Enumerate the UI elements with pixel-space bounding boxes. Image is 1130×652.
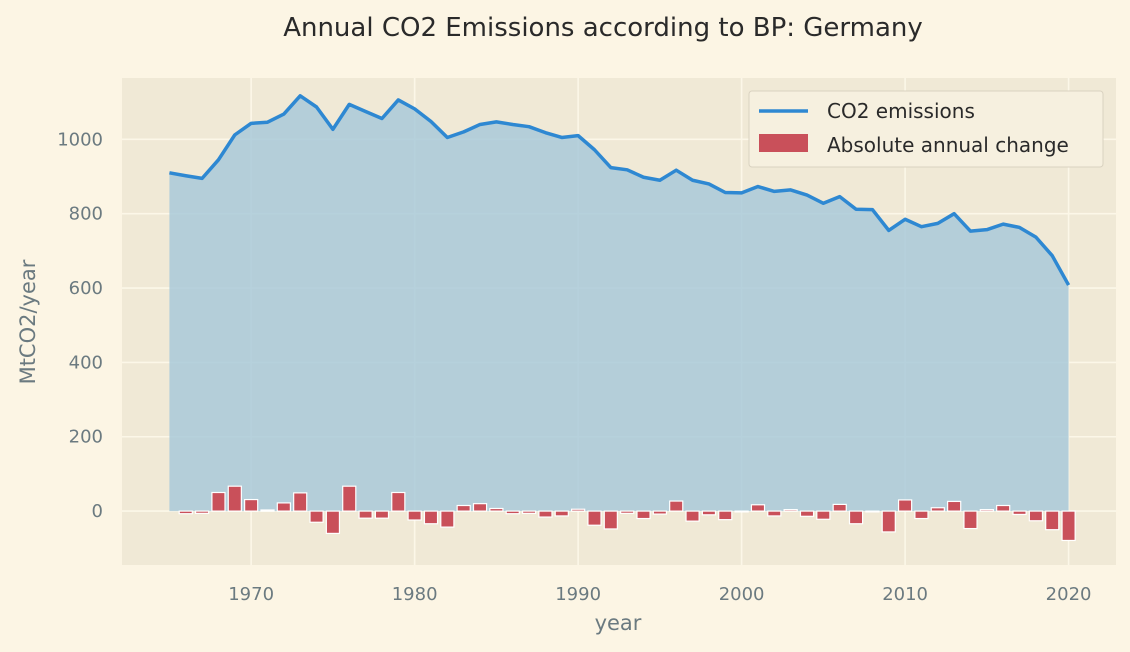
annual-change-bar [947, 500, 962, 512]
annual-change-bar [260, 509, 275, 512]
annual-change-bar [669, 500, 684, 512]
annual-change-bar [734, 510, 749, 513]
tick-labels: 0 200 400 600 800 1000 1970 1980 1990 2000 2010 202… [57, 129, 1091, 605]
annual-change-bar [407, 510, 422, 521]
emissions-area [169, 95, 1069, 512]
annual-change-bar [472, 503, 488, 512]
y-tick-label: 800 [69, 204, 103, 225]
annual-change-bar [456, 504, 471, 512]
annual-change-bar [848, 510, 864, 525]
annual-change-bar [489, 507, 504, 512]
annual-change-bar [227, 485, 242, 512]
y-tick-label: 600 [69, 278, 103, 299]
annual-change-bar [816, 510, 831, 520]
annual-change-bar [293, 492, 308, 512]
annual-change-bar [587, 510, 602, 526]
x-axis-label: year [595, 611, 642, 635]
annual-change-bar [538, 510, 553, 518]
legend-label-change: Absolute annual change [827, 133, 1069, 157]
annual-change-bar [865, 510, 880, 513]
annual-change-bar [309, 510, 324, 523]
annual-change-bar [914, 510, 929, 520]
annual-change-bar [979, 509, 994, 512]
annual-change-bar [211, 491, 226, 512]
legend: CO2 emissions Absolute annual change [748, 90, 1104, 168]
annual-change-bar [505, 510, 520, 515]
annual-change-bar [244, 498, 259, 512]
annual-change-bar [1061, 510, 1076, 542]
annual-change-bar [897, 499, 913, 512]
annual-change-bar [652, 510, 668, 515]
chart-title: Annual CO2 Emissions according to BP: Ge… [283, 13, 923, 43]
annual-change-bar [178, 510, 193, 515]
x-tick-label: 2020 [1046, 584, 1092, 605]
data-marks [169, 94, 1076, 542]
annual-change-bar [440, 510, 455, 528]
legend-box [748, 90, 1104, 168]
emissions-line [169, 94, 1071, 286]
annual-change-bar [1045, 510, 1060, 531]
annual-change-bar [701, 510, 717, 516]
annual-change-bar [342, 485, 357, 512]
y-tick-label: 400 [69, 352, 103, 373]
annual-change-bar [930, 507, 945, 512]
annual-change-bar [194, 510, 210, 514]
annual-change-bar [718, 510, 733, 521]
legend-label-emissions: CO2 emissions [827, 99, 975, 123]
annual-change-bar [620, 510, 635, 514]
annual-change-bar [767, 510, 782, 517]
annual-change-bar [963, 510, 978, 530]
annual-change-bar [521, 510, 537, 514]
y-axis-label: MtCO2/year [16, 259, 40, 384]
annual-change-bar [358, 510, 373, 519]
annual-change-bar [750, 504, 766, 512]
annual-change-bar [554, 510, 569, 517]
annual-change-bar [570, 508, 586, 512]
legend-bar-swatch [759, 134, 808, 152]
x-tick-label: 2010 [882, 584, 928, 605]
annual-change-bar [832, 503, 847, 512]
y-tick-label: 0 [92, 501, 103, 522]
annual-change-bar [391, 491, 406, 512]
annual-change-bar [799, 510, 815, 517]
annual-change-bar [374, 510, 390, 519]
annual-change-bar [1012, 510, 1027, 516]
x-tick-label: 2000 [719, 584, 765, 605]
annual-change-bar [423, 510, 439, 525]
y-tick-label: 200 [69, 427, 103, 448]
annual-change-bar [1028, 510, 1044, 522]
x-tick-label: 1990 [555, 584, 601, 605]
annual-change-bar [996, 504, 1011, 512]
x-tick-label: 1970 [228, 584, 274, 605]
annual-change-bar [603, 510, 618, 530]
annual-change-bar [685, 510, 700, 522]
annual-change-bar [276, 502, 291, 512]
annual-change-bar [636, 510, 651, 520]
annual-change-bar [325, 510, 341, 535]
y-tick-label: 1000 [57, 129, 103, 150]
annual-change-bar [881, 510, 896, 533]
annual-change-bar [783, 509, 798, 512]
x-tick-label: 1980 [392, 584, 438, 605]
